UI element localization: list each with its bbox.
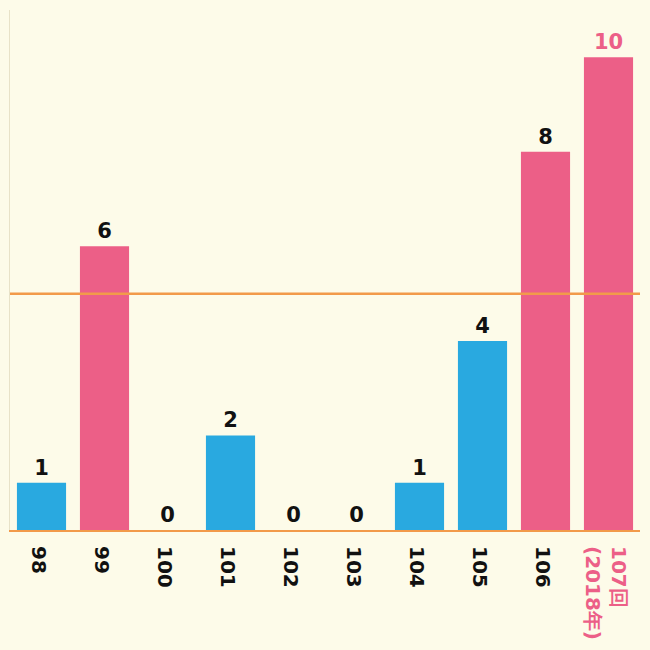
svg-text:100: 100: [153, 546, 177, 588]
svg-text:103: 103: [342, 546, 366, 588]
svg-text:1: 1: [412, 456, 427, 480]
svg-text:102: 102: [279, 546, 303, 588]
svg-text:10: 10: [594, 30, 623, 54]
svg-text:1: 1: [34, 456, 49, 480]
svg-text:98: 98: [27, 546, 51, 574]
svg-text:4: 4: [475, 314, 490, 338]
svg-text:101: 101: [216, 546, 240, 588]
svg-text:0: 0: [286, 503, 301, 527]
svg-text:104: 104: [405, 546, 429, 588]
svg-text:106: 106: [531, 546, 555, 588]
svg-text:105: 105: [468, 546, 492, 588]
svg-text:6: 6: [97, 219, 112, 243]
svg-text:8: 8: [538, 125, 553, 149]
svg-text:107回(2018年): 107回(2018年): [581, 546, 631, 640]
svg-text:0: 0: [349, 503, 364, 527]
svg-text:99: 99: [90, 546, 114, 574]
svg-text:0: 0: [160, 503, 175, 527]
svg-text:2: 2: [223, 408, 238, 432]
